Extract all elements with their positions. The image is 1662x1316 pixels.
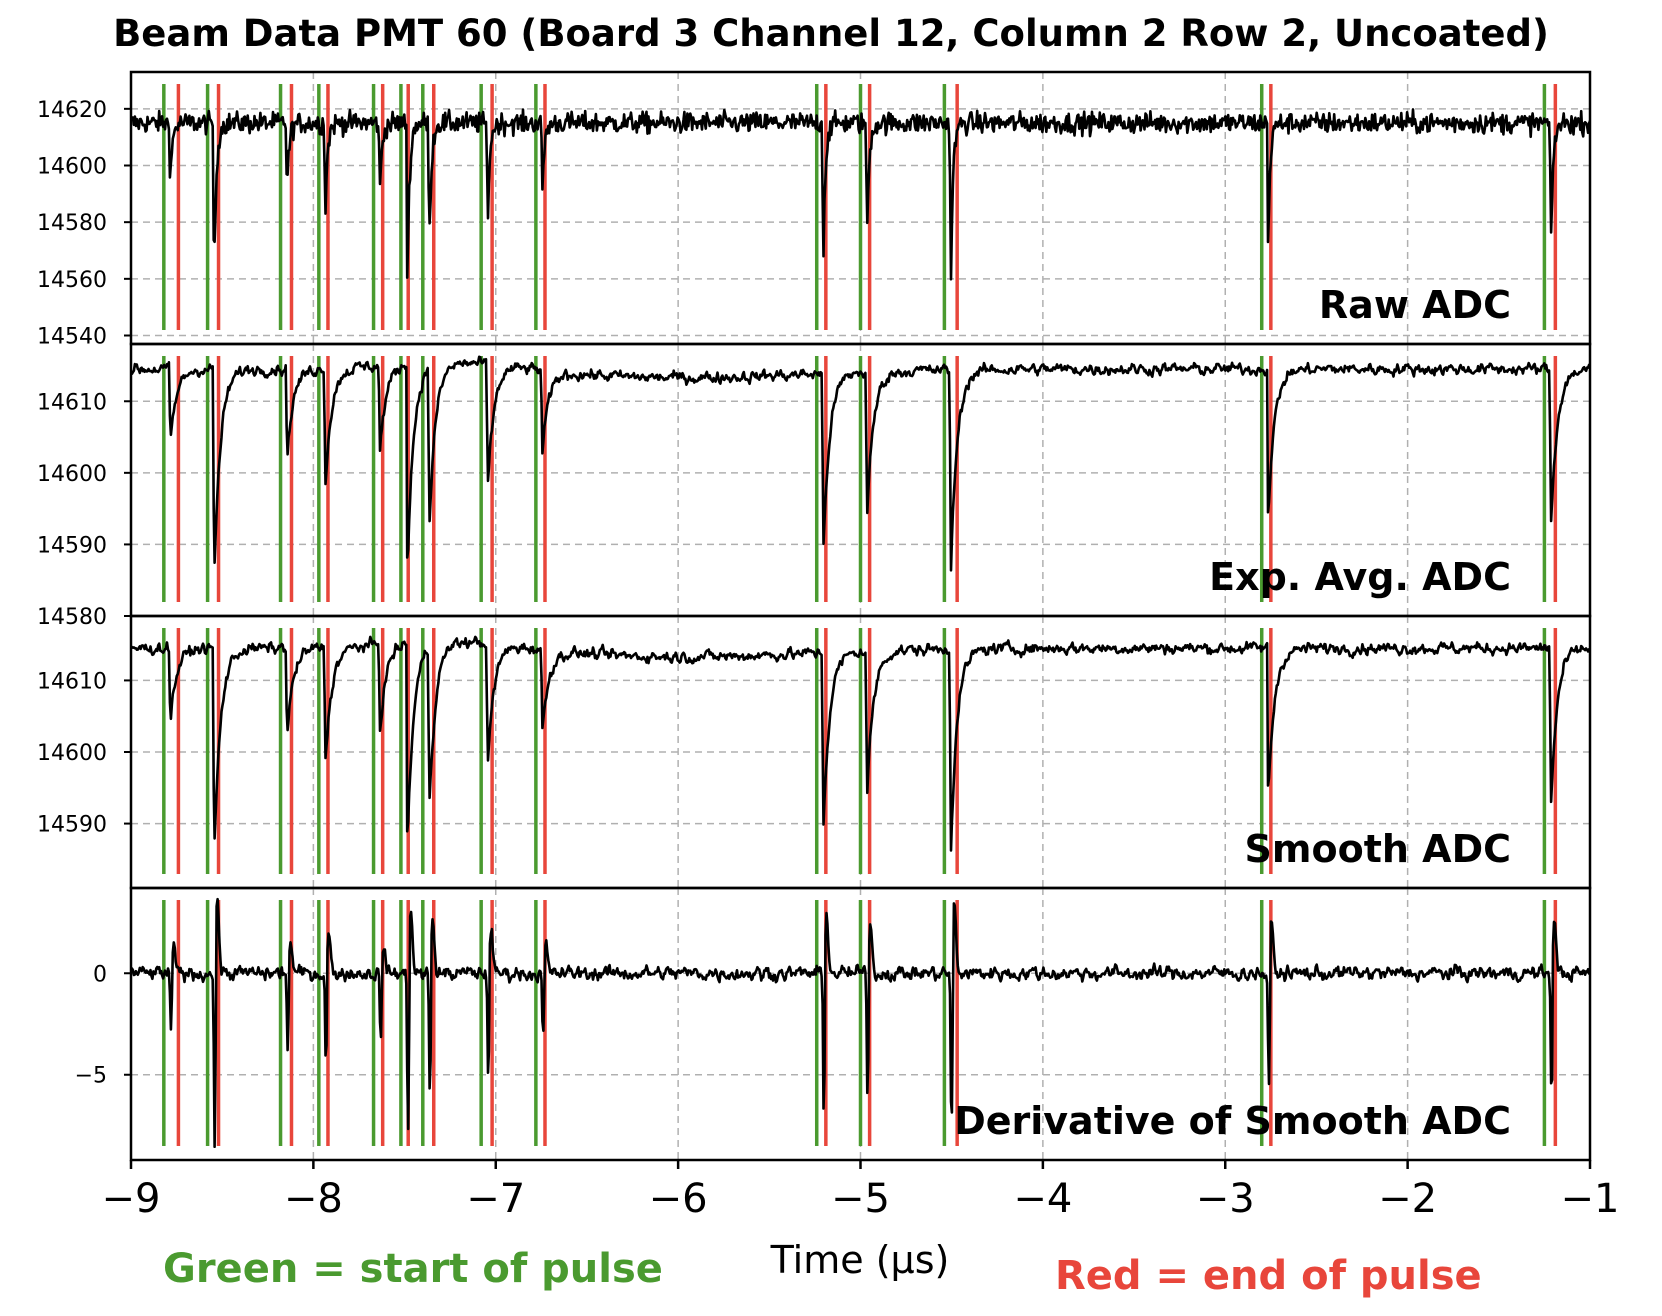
panel-2: 14610 14600 14590 14580 Exp. Avg. ADC	[37, 342, 1592, 630]
signal-trace	[131, 635, 1590, 852]
signal-trace	[131, 355, 1590, 572]
signal-trace	[131, 108, 1590, 281]
legend-end-of-pulse: Red = end of pulse	[1055, 1253, 1482, 1299]
panel-1: 14620 14600 14580 14560 14540 Raw ADC	[37, 70, 1592, 350]
legend-start-of-pulse: Green = start of pulse	[163, 1246, 663, 1292]
y-tick-label: 14590	[37, 813, 107, 838]
x-tick-label: −6	[649, 1176, 708, 1222]
y-tick-label: 14600	[37, 155, 107, 180]
signal-trace	[131, 897, 1590, 1148]
y-tick-label: 14540	[37, 325, 107, 350]
panel-4: 0 −5 Derivative of Smooth ADC	[75, 886, 1592, 1162]
y-tick-label: 14580	[37, 605, 107, 630]
y-tick-label: 14610	[37, 669, 107, 694]
x-tick-label: −5	[831, 1176, 890, 1222]
y-tick-label: 14560	[37, 268, 107, 293]
y-tick-label: 0	[93, 962, 107, 987]
y-tick-label: 14600	[37, 462, 107, 487]
y-tick-label: 14600	[37, 741, 107, 766]
x-axis: −9 −8 −7 −6 −5 −4 −3 −2 −1	[102, 1160, 1620, 1222]
y-tick-label: 14580	[37, 211, 107, 236]
y-tick-label: −5	[75, 1064, 107, 1089]
panel-label: Exp. Avg. ADC	[1209, 555, 1511, 599]
x-tick-label: −4	[1013, 1176, 1072, 1222]
chart-title: Beam Data PMT 60 (Board 3 Channel 12, Co…	[113, 12, 1549, 55]
panel-label: Raw ADC	[1319, 283, 1511, 327]
x-tick-label: −9	[102, 1176, 161, 1222]
y-tick-label: 14610	[37, 390, 107, 415]
x-axis-label: Time (μs)	[770, 1238, 950, 1282]
panel-label: Derivative of Smooth ADC	[954, 1099, 1511, 1143]
x-tick-label: −2	[1378, 1176, 1437, 1222]
y-tick-label: 14620	[37, 98, 107, 123]
x-tick-label: −8	[284, 1176, 343, 1222]
x-tick-label: −1	[1561, 1176, 1620, 1222]
panel-3: 14610 14600 14590 Smooth ADC	[37, 614, 1592, 890]
x-tick-label: −3	[1196, 1176, 1255, 1222]
y-tick-label: 14590	[37, 533, 107, 558]
x-tick-label: −7	[466, 1176, 525, 1222]
panel-label: Smooth ADC	[1245, 827, 1511, 871]
